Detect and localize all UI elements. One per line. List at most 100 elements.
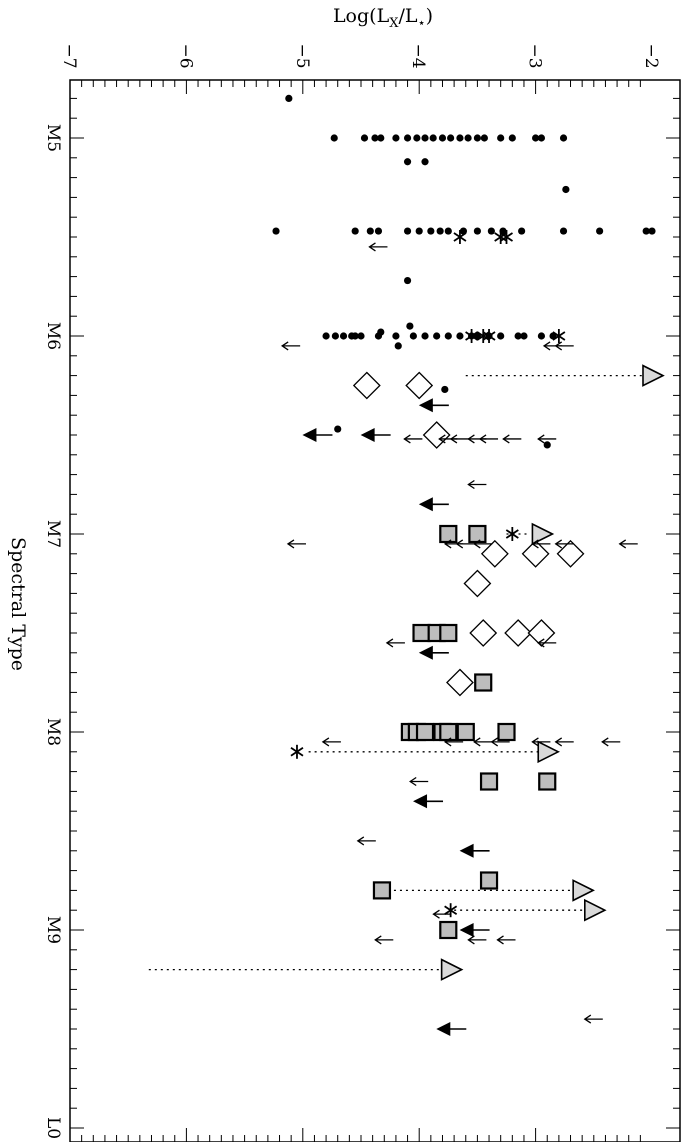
upper-limit-arrow bbox=[554, 539, 574, 549]
arrow-head bbox=[554, 341, 563, 351]
diamond-point bbox=[405, 371, 434, 400]
detection-point bbox=[403, 276, 412, 285]
detection-point bbox=[642, 227, 650, 235]
detection-point bbox=[357, 332, 365, 340]
arrow-head bbox=[286, 539, 295, 549]
arrow-head bbox=[443, 539, 452, 549]
y-tick-label: −7 bbox=[59, 43, 79, 68]
star-point bbox=[482, 329, 496, 343]
upper-limit-arrow bbox=[531, 737, 551, 747]
star-stroke bbox=[482, 331, 496, 341]
arrow-head bbox=[418, 645, 433, 660]
detection-point bbox=[403, 227, 412, 235]
diamond-point bbox=[521, 539, 550, 568]
detection-point bbox=[330, 134, 338, 142]
arrow-head bbox=[478, 434, 487, 444]
arrow-head bbox=[413, 794, 428, 809]
upper-limit-arrow-large bbox=[302, 428, 333, 442]
arrow-head bbox=[432, 909, 440, 919]
square-point bbox=[439, 524, 458, 544]
detection-point bbox=[285, 94, 293, 102]
detection-point bbox=[429, 134, 437, 142]
star-stroke bbox=[444, 905, 458, 915]
star-point bbox=[290, 744, 304, 759]
detection-point bbox=[406, 322, 414, 330]
arrow-head bbox=[459, 923, 474, 937]
star-stroke bbox=[476, 331, 490, 341]
arrow-head bbox=[601, 737, 609, 747]
detection-point bbox=[537, 134, 546, 142]
detection-point bbox=[520, 332, 528, 340]
arrow-head bbox=[418, 497, 433, 512]
detection-point bbox=[374, 332, 383, 340]
upper-limit-arrow-large bbox=[436, 1022, 467, 1036]
diamond-point bbox=[527, 619, 556, 647]
detection-point bbox=[366, 227, 374, 235]
arrow-head bbox=[321, 737, 330, 747]
detection-point bbox=[497, 332, 505, 340]
arrow-head bbox=[467, 935, 475, 945]
detection-point bbox=[394, 342, 402, 350]
upper-limit-arrow bbox=[443, 737, 464, 747]
arrow-head bbox=[537, 434, 545, 444]
square-point bbox=[497, 722, 516, 742]
arrow-head bbox=[496, 935, 504, 945]
upper-limit-arrow bbox=[286, 539, 306, 549]
x-tick-label: M7 bbox=[43, 520, 63, 548]
arrow-head bbox=[302, 428, 317, 442]
upper-limit-arrow bbox=[554, 341, 574, 351]
upper-limit-arrow bbox=[467, 935, 487, 945]
detection-point bbox=[392, 332, 400, 340]
star-stroke bbox=[552, 331, 566, 341]
detection-point bbox=[518, 227, 526, 235]
upper-limit-arrow bbox=[455, 539, 475, 549]
upper-limit-arrow bbox=[531, 539, 551, 549]
upper-limit-arrow bbox=[432, 909, 452, 919]
upper-limit-arrow bbox=[583, 1014, 603, 1024]
square-point bbox=[415, 722, 435, 742]
detection-point bbox=[374, 227, 383, 235]
upper-limit-arrow-large bbox=[360, 428, 391, 442]
detection-point bbox=[464, 134, 472, 142]
detection-point bbox=[331, 332, 339, 340]
star-point bbox=[494, 230, 508, 244]
x-tick-label: M9 bbox=[43, 916, 63, 944]
star-point bbox=[552, 329, 566, 343]
arrow-head bbox=[531, 539, 539, 549]
diamond-point bbox=[469, 619, 498, 647]
upper-limit-arrow bbox=[618, 539, 638, 549]
detection-point bbox=[473, 227, 481, 235]
diamond-point bbox=[446, 668, 474, 697]
triangle-point bbox=[642, 364, 665, 387]
upper-limit-arrow-large bbox=[418, 645, 449, 660]
detection-point bbox=[339, 332, 348, 340]
upper-limit-arrow bbox=[321, 737, 341, 747]
detection-point bbox=[413, 134, 421, 142]
star-stroke bbox=[505, 529, 519, 539]
square-point bbox=[474, 673, 493, 692]
square-point bbox=[439, 623, 458, 643]
upper-limit-arrow-large bbox=[459, 843, 490, 858]
detection-point bbox=[403, 158, 412, 166]
upper-limit-arrow bbox=[537, 434, 557, 444]
detection-point bbox=[537, 332, 546, 340]
detection-point bbox=[473, 134, 481, 142]
detection-point bbox=[427, 227, 435, 235]
arrow-head bbox=[473, 737, 481, 747]
star-point bbox=[444, 903, 458, 918]
upper-limit-arrow bbox=[601, 737, 621, 747]
detection-point bbox=[497, 134, 505, 142]
arrow-head bbox=[368, 242, 376, 252]
detection-point bbox=[409, 332, 417, 340]
detection-point bbox=[334, 425, 342, 433]
upper-limit-arrow bbox=[356, 836, 376, 846]
detection-point bbox=[444, 227, 452, 235]
y-axis-title: Log(LX/L⋆) bbox=[333, 5, 433, 31]
arrow-head bbox=[374, 935, 382, 945]
triangle-point bbox=[583, 898, 607, 922]
detection-point bbox=[562, 185, 570, 194]
upper-limit-arrow-large bbox=[413, 794, 444, 809]
diamond-point bbox=[556, 539, 585, 568]
y-tick-label: −3 bbox=[525, 43, 545, 68]
